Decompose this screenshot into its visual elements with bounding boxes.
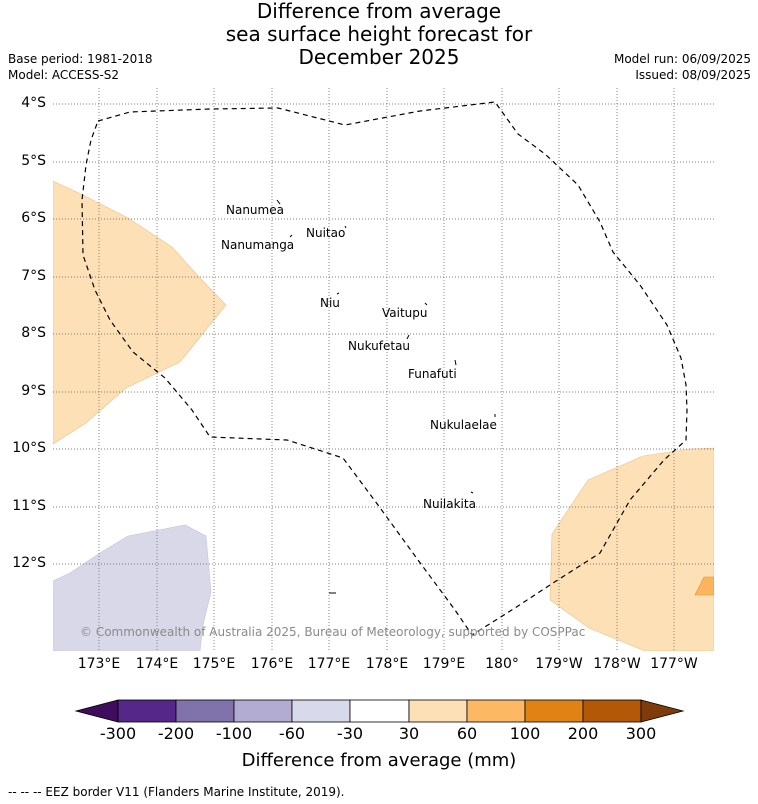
lat-tick-label: 10°S — [12, 440, 46, 456]
colorbar-bin — [349, 699, 410, 723]
island-label-nanumanga: Nanumanga — [221, 238, 295, 252]
lat-tick-label: 4°S — [21, 95, 46, 111]
colorbar-bin — [117, 699, 177, 723]
colorbar — [74, 699, 685, 723]
copyright-notice: © Commonwealth of Australia 2025, Bureau… — [80, 625, 586, 639]
lat-tick-label: 9°S — [21, 383, 46, 399]
lon-tick-label: 177°E — [307, 656, 351, 672]
island-label-vaitupu: Vaitupu — [382, 306, 428, 320]
colorbar-tick-label: 60 — [456, 724, 478, 743]
lon-tick-label: 173°E — [77, 656, 121, 672]
colorbar-tick-label: 30 — [398, 724, 420, 743]
colorbar-tick-label: 300 — [625, 724, 657, 743]
lon-tick-label: 178°W — [593, 656, 641, 672]
colorbar-bin — [291, 699, 351, 723]
colorbar-extend-min — [74, 699, 119, 723]
issued-date: Issued: 08/09/2025 — [635, 68, 751, 82]
colorbar-tick-label: 100 — [509, 724, 541, 743]
island-label-niu: Niu — [320, 296, 340, 310]
lon-tick-label: 178°E — [365, 656, 409, 672]
positive-anomaly-region-west — [53, 180, 227, 445]
map-title-line-3: December 2025 — [298, 45, 460, 69]
colorbar-extend-max — [640, 699, 685, 723]
strong-positive-anomaly-patch — [694, 576, 714, 596]
colorbar-tick-label: -300 — [99, 724, 137, 743]
lat-tick-label: 12°S — [12, 555, 46, 571]
island-label-nukulaelae: Nukulaelae — [430, 418, 497, 432]
positive-anomaly-region-southeast — [549, 447, 714, 651]
model-name: Model: ACCESS-S2 — [8, 68, 120, 82]
lon-tick-label: 177°W — [650, 656, 698, 672]
lon-tick-label: 179°W — [535, 656, 583, 672]
colorbar-bin — [233, 699, 293, 723]
colorbar-label: Difference from average (mm) — [241, 750, 517, 771]
lon-tick-label: 175°E — [192, 656, 236, 672]
lat-tick-label: 7°S — [21, 268, 46, 284]
colorbar-bin — [175, 699, 235, 723]
colorbar-bin — [466, 699, 526, 723]
eez-legend-note: -- -- -- EEZ border V11 (Flanders Marine… — [8, 785, 345, 799]
negative-anomaly-region-southwest — [53, 524, 212, 651]
lat-tick-label: 6°S — [21, 210, 46, 226]
base-period: Base period: 1981-2018 — [8, 52, 153, 66]
colorbar-tick-label: 200 — [567, 724, 599, 743]
island-label-nanumea: Nanumea — [226, 203, 284, 217]
colorbar-tick-label: -100 — [215, 724, 253, 743]
lon-tick-label: 176°E — [250, 656, 294, 672]
island-label-nuitao: Nuitao — [306, 226, 346, 240]
colorbar-tick-label: -200 — [157, 724, 195, 743]
colorbar-tick-label: -30 — [336, 724, 364, 743]
map-title-line-2: sea surface height forecast for — [225, 22, 533, 46]
island-marks — [276, 199, 496, 594]
lat-tick-label: 5°S — [21, 153, 46, 169]
map-title-line-1: Difference from average — [256, 0, 502, 23]
island-label-funafuti: Funafuti — [408, 367, 457, 381]
island-label-nuilakita: Nuilakita — [423, 497, 476, 511]
colorbar-bin — [582, 699, 642, 723]
model-run: Model run: 06/09/2025 — [613, 52, 751, 66]
lon-tick-label: 180° — [485, 656, 519, 672]
map-area — [53, 88, 714, 651]
map-grid — [53, 88, 714, 651]
lon-tick-label: 174°E — [135, 656, 179, 672]
lat-tick-label: 8°S — [21, 325, 46, 341]
lat-tick-label: 11°S — [12, 498, 46, 514]
colorbar-tick-label: -60 — [278, 724, 306, 743]
island-label-nukufetau: Nukufetau — [348, 339, 411, 353]
lon-tick-label: 179°E — [422, 656, 466, 672]
colorbar-bin — [408, 699, 468, 723]
eez-border — [81, 101, 688, 636]
colorbar-bin — [524, 699, 584, 723]
